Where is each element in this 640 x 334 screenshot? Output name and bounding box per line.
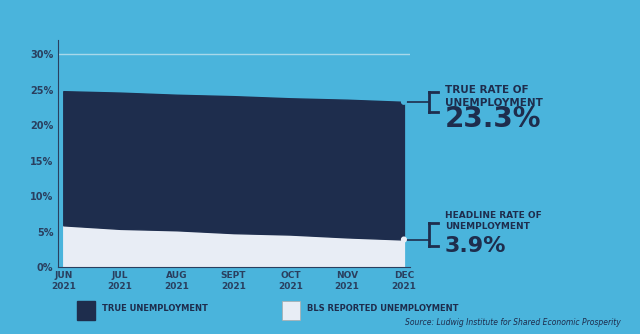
Text: Source: Ludwig Institute for Shared Economic Prosperity: Source: Ludwig Institute for Shared Econ… (405, 318, 621, 327)
Text: TRUE UNEMPLOYMENT: TRUE UNEMPLOYMENT (102, 305, 208, 313)
Text: 3.9%: 3.9% (445, 236, 506, 256)
Text: TRUE RATE OF
UNEMPLOYMENT: TRUE RATE OF UNEMPLOYMENT (445, 85, 543, 108)
Text: HEADLINE RATE OF
UNEMPLOYMENT: HEADLINE RATE OF UNEMPLOYMENT (445, 211, 541, 231)
Text: 23.3%: 23.3% (445, 105, 541, 133)
Text: BLS REPORTED UNEMPLOYMENT: BLS REPORTED UNEMPLOYMENT (307, 305, 459, 313)
